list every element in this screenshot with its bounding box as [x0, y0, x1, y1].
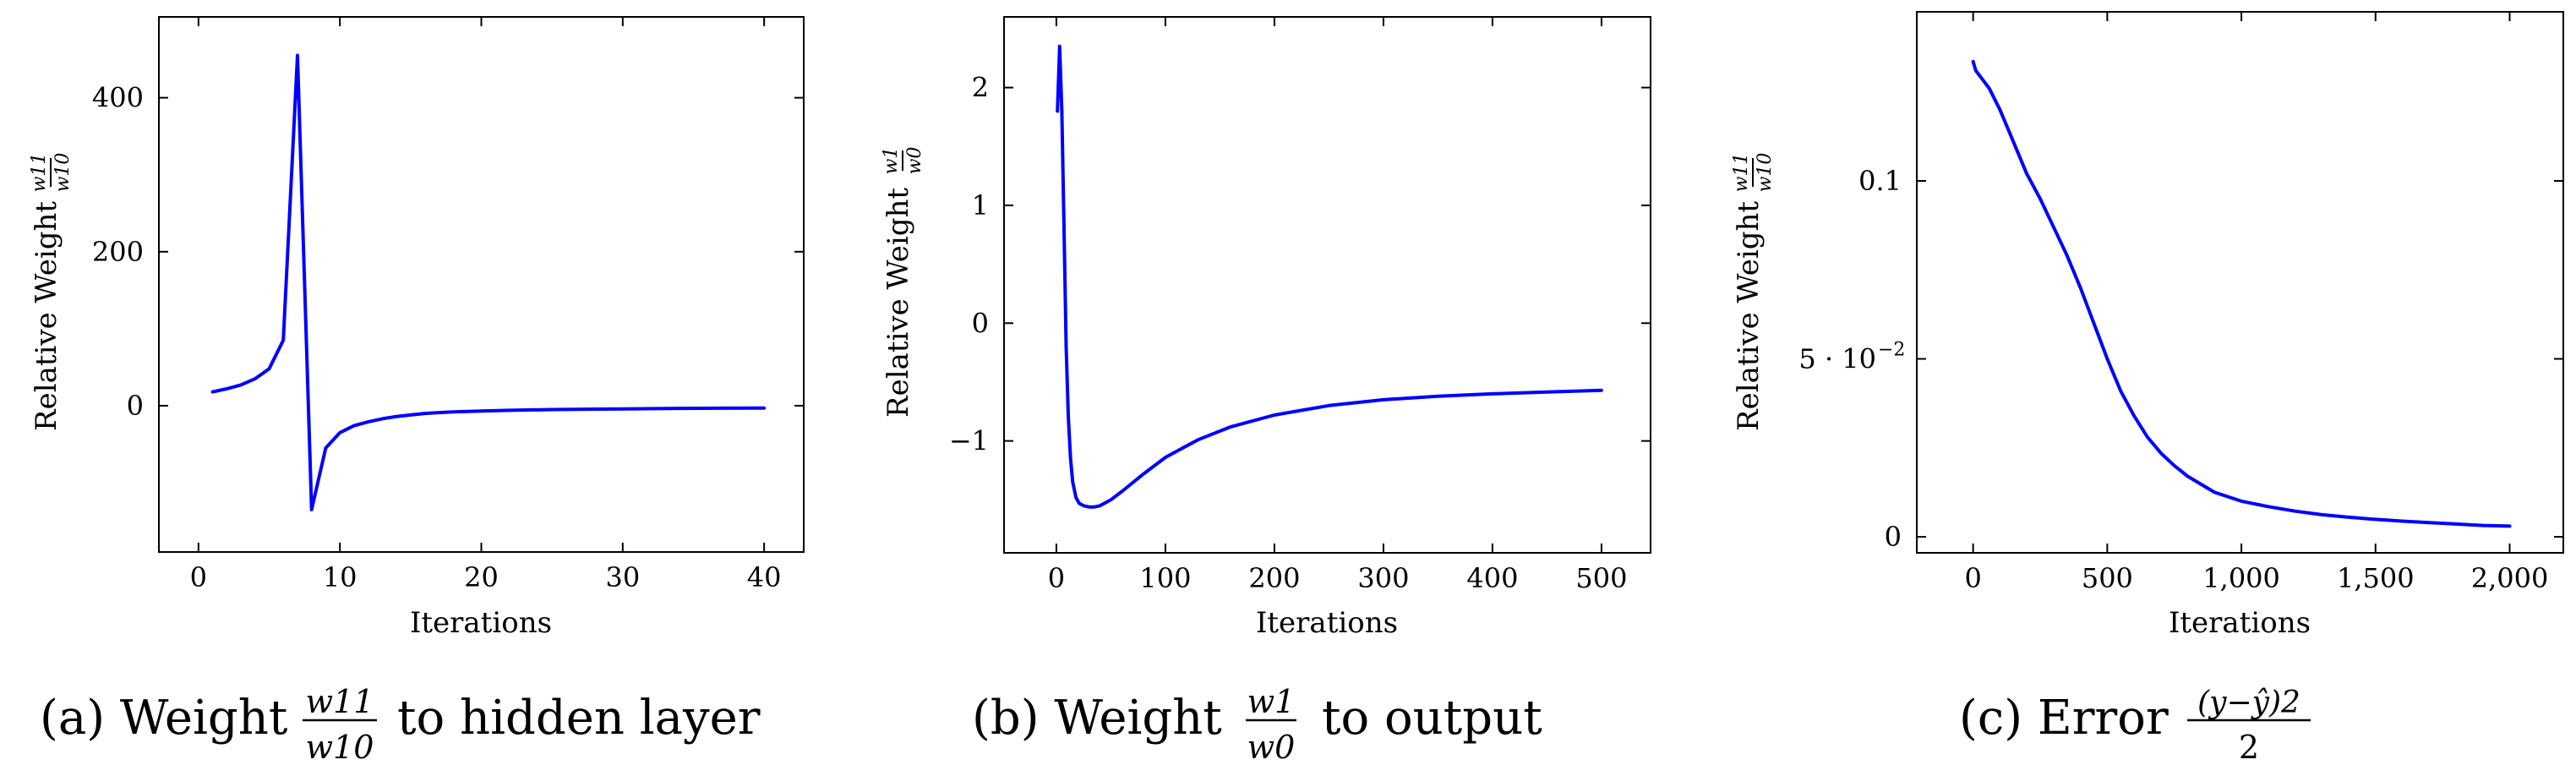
y-tick-exponent: −2: [1878, 340, 1905, 361]
x-tick-labels: 0 10 20 30 40: [190, 561, 782, 593]
y-axis-label: Relative Weight w11 w10: [1731, 153, 1776, 431]
panel-c: 0 500 1,000 1,500 2,000 0 5 · 10 −2 0.1 Iterati…: [1731, 11, 2564, 766]
caption-b: (b) Weight w1 w0 to output: [972, 683, 1542, 766]
x-tick-label: 30: [605, 561, 640, 593]
x-tick-label: 40: [747, 561, 782, 593]
y-tick-labels: −1 0 1 2: [949, 72, 989, 457]
x-tick-label: 2,000: [2471, 562, 2549, 594]
y-tick-label: −1: [949, 425, 989, 457]
y-tick-label: 0.1: [1858, 165, 1902, 197]
y-axis-label-frac-den: w10: [1755, 153, 1776, 193]
caption-frac-den: w10: [306, 729, 374, 766]
plot-frame: [158, 16, 805, 553]
y-axis-label-frac-num: w11: [1731, 153, 1752, 193]
caption-suffix: to output: [1322, 691, 1542, 746]
y-axis-label-frac-num: w1: [881, 147, 902, 175]
x-tick-label: 200: [1248, 562, 1300, 594]
x-tick-labels: 0 100 200 300 400 500: [1048, 562, 1628, 594]
caption-frac-num: w11: [306, 683, 374, 720]
x-tick-label: 0: [190, 561, 207, 593]
x-tick-label: 100: [1139, 562, 1191, 594]
x-tick-label: 300: [1357, 562, 1409, 594]
x-tick-label: 0: [1964, 562, 1981, 594]
y-tick-label: 400: [92, 82, 144, 114]
panel-b: 0 100 200 300 400 500 −1 0 1 2 Iterations Relati…: [881, 16, 1651, 766]
series-line-0: [210, 53, 767, 511]
caption-a: (a) Weight w11 w10 to hidden layer: [40, 683, 761, 766]
caption-frac-den: 2: [2239, 729, 2259, 766]
series-line-0: [1056, 44, 1603, 509]
series-line-0: [1971, 59, 2512, 528]
x-tick-label: 1,000: [2202, 562, 2280, 594]
y-tick-label: 0: [1885, 521, 1902, 553]
y-axis-label-frac-den: w10: [52, 153, 74, 193]
tick-marks: [1004, 17, 1651, 553]
y-tick-labels: 0 200 400: [92, 82, 144, 422]
caption-frac-den: w0: [1247, 729, 1296, 766]
tick-marks: [1917, 12, 2563, 553]
caption-c: (c) Error (y−ŷ)2 2: [1959, 686, 2311, 766]
x-axis-label: Iterations: [410, 606, 552, 640]
x-axis-label: Iterations: [2169, 606, 2311, 640]
y-tick-label: 2: [972, 72, 989, 104]
y-tick-label: 5 · 10: [1798, 343, 1876, 375]
y-tick-label: 0: [972, 307, 989, 339]
y-axis-label: Relative Weight w1 w0: [881, 147, 925, 418]
y-axis-label: Relative Weight w11 w10: [29, 153, 74, 431]
caption-prefix: (a) Weight: [40, 691, 288, 746]
caption-suffix: to hidden layer: [397, 691, 761, 746]
x-tick-label: 400: [1466, 562, 1518, 594]
series-line-group: [210, 53, 767, 511]
x-tick-labels: 0 500 1,000 1,500 2,000: [1964, 562, 2548, 594]
x-tick-label: 20: [464, 561, 499, 593]
y-tick-labels: 0 5 · 10 −2 0.1: [1798, 165, 1905, 553]
series-line-group: [1056, 44, 1603, 509]
series-line-group: [1971, 59, 2512, 528]
plot-frame: [1003, 16, 1651, 554]
caption-frac-num: (y−ŷ)2: [2197, 686, 2300, 720]
y-axis-label-text: Relative Weight: [30, 201, 63, 431]
caption-frac-num: w1: [1247, 683, 1296, 720]
x-tick-label: 1,500: [2337, 562, 2415, 594]
plot-frame: [1916, 11, 2564, 554]
y-axis-label-frac-num: w11: [29, 153, 50, 193]
y-tick-label: 200: [92, 236, 144, 268]
y-axis-label-text: Relative Weight: [1732, 201, 1766, 431]
panel-a: 0 10 20 30 40 0 200 400 Iterations Relative We…: [29, 16, 805, 766]
y-tick-label: 1: [972, 189, 989, 221]
x-tick-label: 500: [2082, 562, 2133, 594]
x-tick-label: 10: [323, 561, 357, 593]
x-tick-label: 500: [1575, 562, 1627, 594]
y-axis-label-text: Relative Weight: [881, 188, 915, 418]
x-tick-label: 0: [1048, 562, 1065, 594]
x-axis-label: Iterations: [1256, 606, 1398, 640]
caption-prefix: (c) Error: [1959, 691, 2169, 746]
y-axis-label-frac-den: w0: [904, 147, 925, 175]
caption-prefix: (b) Weight: [972, 691, 1222, 746]
tick-marks: [159, 17, 804, 552]
y-tick-label: 0: [127, 390, 144, 422]
